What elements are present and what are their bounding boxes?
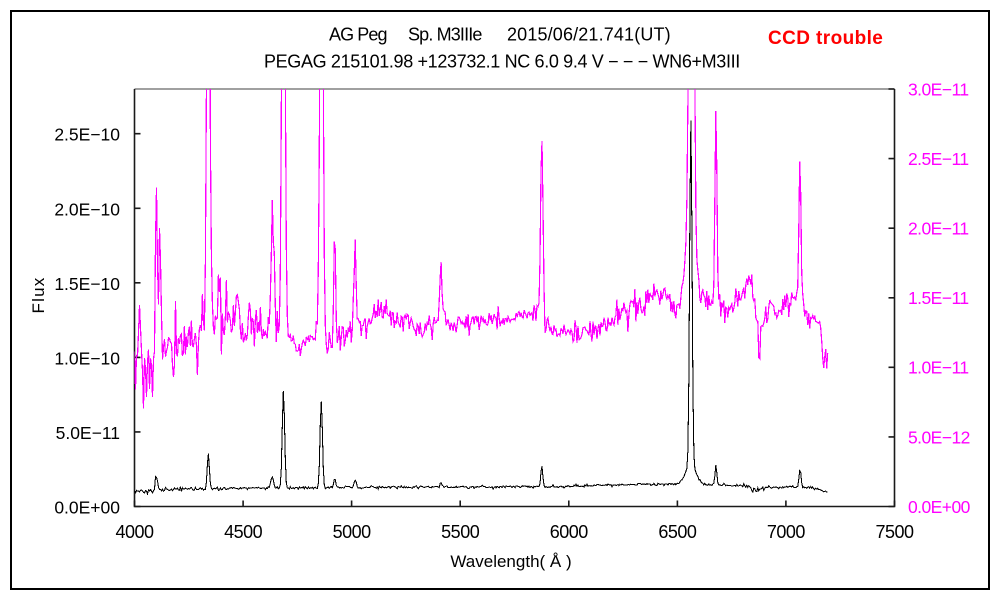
svg-text:6500: 6500 (658, 522, 697, 542)
svg-text:2.5E−10: 2.5E−10 (54, 125, 120, 145)
svg-text:Sp. M3IIIe: Sp. M3IIIe (408, 25, 482, 45)
svg-text:5500: 5500 (441, 522, 480, 542)
svg-text:4000: 4000 (115, 522, 154, 542)
svg-text:2.0E−11: 2.0E−11 (908, 219, 969, 239)
svg-text:2.5E−11: 2.5E−11 (908, 149, 969, 169)
svg-text:6000: 6000 (550, 522, 589, 542)
svg-text:7000: 7000 (767, 522, 806, 542)
svg-text:1.0E−11: 1.0E−11 (908, 358, 969, 378)
svg-text:1.0E−10: 1.0E−10 (54, 348, 120, 368)
svg-text:1.5E−11: 1.5E−11 (908, 288, 969, 308)
svg-text:Flux: Flux (29, 277, 48, 314)
svg-text:2.0E−10: 2.0E−10 (54, 199, 120, 219)
svg-text:0.0E+00: 0.0E+00 (54, 498, 120, 518)
svg-text:1.5E−10: 1.5E−10 (54, 274, 120, 294)
svg-text:3.0E−11: 3.0E−11 (908, 79, 969, 99)
svg-text:Wavelength( Å ): Wavelength( Å ) (450, 552, 571, 571)
svg-text:5.0E−11: 5.0E−11 (56, 423, 120, 443)
svg-text:7500: 7500 (875, 522, 914, 542)
svg-text:0.0E+00: 0.0E+00 (908, 497, 971, 517)
svg-text:5000: 5000 (333, 522, 372, 542)
svg-text:2015/06/21.741(UT): 2015/06/21.741(UT) (507, 25, 671, 45)
svg-text:AG Peg: AG Peg (329, 25, 387, 45)
svg-text:5.0E−12: 5.0E−12 (908, 427, 970, 447)
svg-text:4500: 4500 (224, 522, 263, 542)
svg-text:PEGAG 215101.98 +123732.1 NC 6: PEGAG 215101.98 +123732.1 NC 6.0 9.4 V −… (264, 52, 740, 72)
svg-text:CCD trouble: CCD trouble (768, 28, 883, 49)
